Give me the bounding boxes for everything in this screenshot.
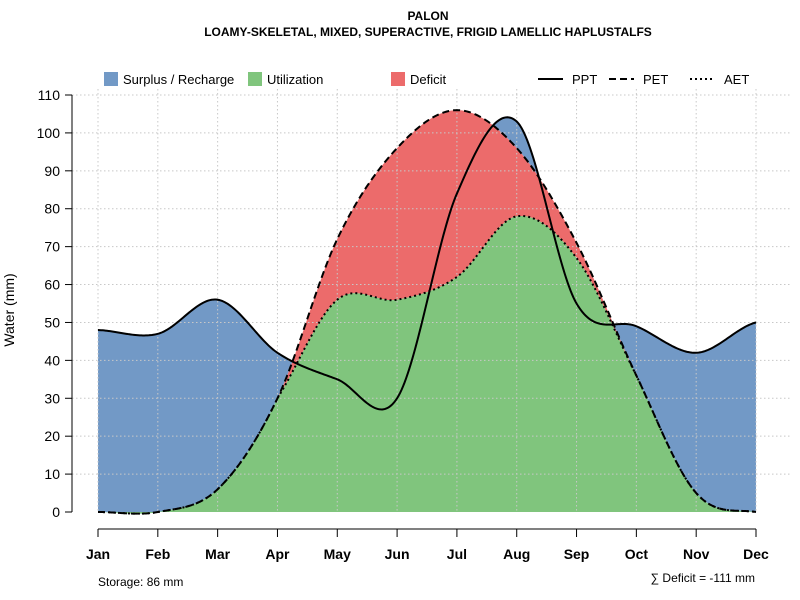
legend-label-surplus: Surplus / Recharge (123, 72, 234, 87)
x-tick-label: Nov (683, 546, 710, 562)
x-tick-label: Jun (385, 546, 410, 562)
legend-swatch-surplus (104, 72, 118, 86)
y-tick-label: 20 (44, 428, 60, 444)
chart-subtitle: LOAMY-SKELETAL, MIXED, SUPERACTIVE, FRIG… (204, 25, 652, 39)
grid-lines (72, 89, 790, 512)
y-tick-label: 50 (44, 314, 60, 330)
legend-swatch-utilization (248, 72, 262, 86)
ppt-line (97, 116, 757, 411)
x-tick-label: Jan (86, 546, 110, 562)
y-tick-label: 0 (52, 504, 60, 520)
x-tick-label: Jul (447, 546, 467, 562)
legend-label-pet: PET (643, 72, 668, 87)
y-axis-label: Water (mm) (1, 273, 17, 346)
chart-title: PALON (407, 9, 448, 23)
legend-label-utilization: Utilization (267, 72, 323, 87)
surplus-area (98, 110, 756, 514)
y-tick-label: 60 (44, 277, 60, 293)
legend-label-aet: AET (724, 72, 749, 87)
pet-line (97, 109, 757, 515)
y-tick-label: 110 (38, 87, 61, 103)
y-tick-label: 80 (44, 201, 60, 217)
storage-annotation: Storage: 86 mm (98, 575, 183, 589)
legend-label-ppt: PPT (572, 72, 597, 87)
x-tick-label: Feb (145, 546, 170, 562)
y-tick-label: 100 (37, 125, 61, 141)
x-tick-label: Sep (564, 546, 590, 562)
y-tick-label: 40 (44, 352, 60, 368)
deficit-annotation: ∑ Deficit = -111 mm (651, 571, 755, 585)
plot-fills (98, 110, 756, 514)
y-tick-label: 10 (44, 466, 60, 482)
axes: 0 10 20 30 40 50 60 70 80 90 100 110 Jan Feb Mar Apr May… (37, 87, 769, 562)
x-tick-label: Apr (265, 546, 290, 562)
legend-label-deficit: Deficit (410, 72, 447, 87)
series-lines (97, 109, 757, 515)
deficit-area (98, 110, 756, 514)
legend-swatch-deficit (391, 72, 405, 86)
y-tick-label: 90 (44, 163, 60, 179)
x-tick-label: May (324, 546, 351, 562)
y-tick-label: 30 (44, 390, 60, 406)
y-tick-label: 70 (44, 239, 60, 255)
x-tick-label: Mar (205, 546, 230, 562)
x-tick-label: Dec (743, 546, 769, 562)
utilization-area (98, 215, 756, 514)
x-tick-label: Aug (503, 546, 530, 562)
legend: Surplus / Recharge Utilization Deficit PPT P… (104, 72, 749, 87)
x-tick-label: Oct (625, 546, 649, 562)
